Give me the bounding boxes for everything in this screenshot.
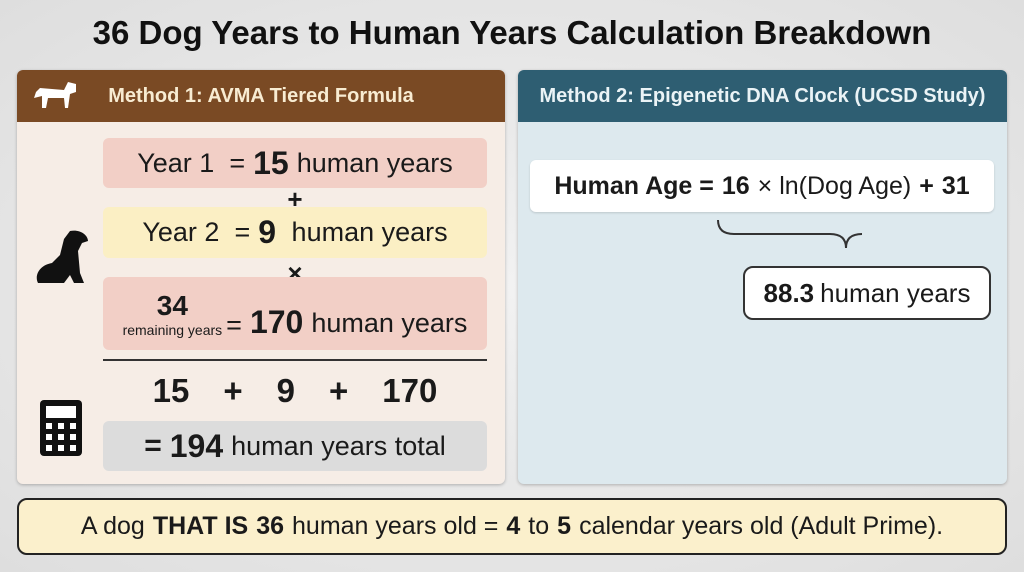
method2-panel: Method 2: Epigenetic DNA Clock (UCSD Stu… — [518, 70, 1007, 484]
title: 36 Dog Years to Human Years Calculation … — [92, 14, 932, 51]
row-year2: Year 2 = 9 human years — [103, 207, 487, 258]
value: 9 — [258, 214, 277, 250]
text-segment: Human Age = — [554, 171, 714, 200]
sum-term: + — [329, 372, 349, 409]
eq: = — [144, 429, 162, 462]
text-segment: 36 — [256, 512, 285, 540]
sum-term: + — [223, 372, 243, 409]
divider — [103, 359, 487, 361]
text-segment: 31 — [941, 171, 970, 200]
operator: + — [287, 184, 303, 214]
text-segment: + — [919, 171, 934, 200]
unit: human years — [291, 217, 448, 247]
eq: = — [229, 147, 246, 178]
text-segment: 5 — [557, 512, 572, 540]
eq: = — [234, 217, 251, 247]
unit: human years — [311, 308, 468, 338]
text-segment: human years old = — [292, 512, 499, 540]
label: Year 1 — [137, 147, 215, 178]
sublabel: remaining years — [122, 321, 223, 338]
text-segment: 16 — [721, 171, 750, 200]
calculator-icon — [40, 400, 82, 456]
formula: Human Age = 16 × ln(Dog Age) +31 — [530, 160, 994, 212]
unit: human years — [296, 147, 453, 178]
text-segment: A dog — [80, 512, 145, 540]
text-segment: 4 — [506, 512, 521, 540]
value: 88.3 — [763, 277, 815, 308]
value: 170 — [249, 304, 304, 340]
eq: = — [226, 310, 242, 340]
result: 88.3 human years — [743, 266, 991, 320]
row-remaining: 34 remaining years = 170 human years — [103, 277, 487, 350]
brace — [717, 219, 863, 249]
value: 15 — [253, 144, 289, 181]
dog-icon — [34, 82, 76, 108]
sum-term: 15 — [152, 372, 190, 409]
total-row: = 194 human years total — [103, 421, 487, 471]
sum-row: 15 +9 +170 — [103, 370, 487, 412]
text-segment: × ln(Dog Age) — [757, 171, 912, 200]
sum-term: 170 — [382, 372, 438, 409]
method2-heading: Method 2: Epigenetic DNA Clock (UCSD Stu… — [518, 70, 1007, 122]
unit: human years — [820, 277, 971, 308]
text-segment: to — [528, 512, 550, 540]
footer: A dog THAT IS 36 human years old = 4 to 5 calen… — [17, 498, 1007, 555]
label: Year 2 — [142, 217, 220, 247]
text-segment: calendar years old (Adult Prime). — [579, 512, 944, 540]
label: 34 — [156, 289, 188, 321]
method1-heading: Method 1: AVMA Tiered Formula — [17, 70, 505, 122]
text-segment: THAT IS — [152, 512, 249, 540]
row-year1: Year 1 = 15 human years — [103, 138, 487, 188]
dog-sitting-icon — [36, 230, 88, 283]
sum-term: 9 — [276, 372, 295, 409]
unit: human years total — [231, 430, 446, 461]
value: 194 — [169, 427, 224, 464]
